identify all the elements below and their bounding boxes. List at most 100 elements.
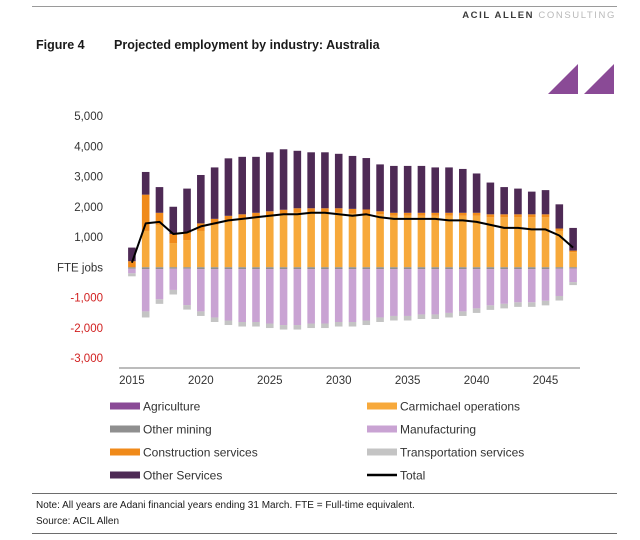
bar-segment-manufacturing [238, 269, 246, 323]
bar-segment-other-mining [307, 267, 315, 270]
header-rule [32, 6, 617, 7]
bar-segment-other-services [417, 165, 426, 213]
figure-caption: Projected employment by industry: Austra… [114, 38, 380, 52]
footer-rule [32, 493, 617, 494]
bar-segment-transportation-services [197, 311, 205, 316]
bar-segment-construction-services [459, 212, 467, 216]
bar-segment-other-services [569, 227, 577, 251]
bar-segment-carmichael-operations [445, 215, 453, 268]
legend-swatch-manufacturing [367, 425, 397, 433]
bar-segment-manufacturing [527, 269, 536, 303]
legend-swatch-transportation-services [367, 448, 397, 456]
y-tick-label: 2,000 [74, 202, 103, 214]
bar-segment-other-mining [279, 267, 288, 270]
bar-segment-carmichael-operations [459, 215, 467, 268]
total-line [130, 211, 574, 264]
bar-segment-other-services [334, 153, 343, 209]
bar-segment-construction-services [265, 211, 274, 216]
bar-segment-other-mining [141, 267, 150, 270]
bar-segment-other-mining [210, 267, 219, 270]
bar-segment-carmichael-operations [417, 215, 426, 268]
bar-segment-carmichael-operations [293, 212, 302, 268]
bar-segment-other-mining [514, 267, 522, 270]
bar-segment-carmichael-operations [390, 215, 398, 268]
bar-segment-transportation-services [527, 302, 536, 307]
bar-segment-manufacturing [569, 268, 577, 283]
bar-segment-manufacturing [541, 269, 550, 301]
bar-segment-manufacturing [514, 269, 522, 303]
bar-segment-construction-services [390, 212, 398, 216]
bar-segment-other-mining [403, 267, 412, 270]
bar-segment-carmichael-operations [155, 224, 164, 268]
bar-segment-other-services [128, 247, 136, 262]
bar-segment-construction-services [527, 214, 536, 218]
bar-segment-manufacturing [210, 269, 219, 318]
bar-segment-other-mining [486, 267, 495, 270]
bar-segment-construction-services [307, 208, 315, 213]
bar-segment-carmichael-operations [210, 224, 219, 268]
bar-segment-transportation-services [293, 325, 302, 330]
x-tick-label: 2025 [257, 375, 283, 387]
bar-segment-other-services [500, 187, 508, 215]
legend-label-carmichael-operations: Carmichael operations [400, 400, 520, 414]
bar-segment-carmichael-operations [472, 215, 481, 268]
bar-segment-manufacturing [403, 269, 412, 316]
bar-segment-transportation-services [500, 303, 508, 309]
bar-segment-other-services [527, 191, 536, 215]
bar-segment-other-mining [362, 267, 371, 270]
bar-segment-other-services [555, 204, 564, 229]
bar-segment-construction-services [141, 194, 150, 231]
bar-segment-transportation-services [265, 323, 274, 329]
bar-segment-transportation-services [541, 300, 550, 306]
bar-segment-other-services [265, 152, 274, 212]
bar-segment-construction-services [500, 214, 508, 218]
legend-label-total: Total [400, 469, 425, 483]
bar-segment-transportation-services [362, 320, 371, 326]
bar-segment-other-services [459, 168, 467, 213]
bar-segment-carmichael-operations [376, 214, 384, 268]
bar-segment-other-mining [265, 267, 274, 270]
bar-segment-construction-services [128, 261, 136, 268]
bar-segment-construction-services [569, 250, 577, 253]
x-tick-label: 2035 [395, 375, 421, 387]
employment-chart: -3,000 -2,000 -1,000 FTE jobs 1,000 2,000 3,00… [57, 111, 580, 483]
bar-segment-manufacturing [169, 268, 178, 290]
bar-segment-carmichael-operations [238, 218, 246, 268]
bar-segment-construction-services [514, 214, 522, 218]
bar-segment-other-services [541, 190, 550, 215]
bar-segment-construction-services [224, 215, 233, 222]
bar-segment-carmichael-operations [197, 230, 205, 268]
legend-label-agriculture: Agriculture [143, 400, 201, 414]
bar-segment-transportation-services [445, 312, 453, 318]
bar-segment-transportation-services [210, 317, 219, 323]
brand-wordmark: ACIL ALLEN CONSULTING [462, 10, 616, 21]
bar-segment-transportation-services [169, 289, 178, 295]
logo-triangle-left [548, 64, 578, 94]
bar-segment-other-services [486, 182, 495, 215]
bar-segment-manufacturing [321, 269, 329, 324]
bar-segment-carmichael-operations [169, 243, 178, 268]
bar-segment-other-mining [252, 267, 260, 270]
bar-segment-construction-services [183, 232, 191, 241]
bar-segment-other-mining [541, 267, 550, 270]
bar-segment-manufacturing [445, 269, 453, 313]
bar-segment-transportation-services [321, 323, 329, 329]
bar-segment-transportation-services [431, 314, 440, 319]
bar-segment-construction-services [293, 208, 302, 213]
bar-segment-transportation-services [307, 323, 315, 329]
figure-number: Figure 4 [36, 38, 85, 52]
bar-segment-other-mining [459, 267, 467, 270]
bar-segment-manufacturing [390, 269, 398, 316]
legend-label-construction-services: Construction services [143, 446, 258, 460]
legend-label-other-services: Other Services [143, 469, 222, 483]
legend-swatch-agriculture [110, 402, 140, 410]
bar-segment-transportation-services [141, 311, 150, 318]
bar-segment-other-services [293, 150, 302, 209]
bar-segment-manufacturing [155, 269, 164, 300]
bar-segment-carmichael-operations [514, 217, 522, 268]
bar-segment-carmichael-operations [500, 217, 508, 268]
bar-segment-carmichael-operations [541, 217, 550, 268]
bar-segment-other-services [238, 156, 246, 215]
footer-rule-bottom [32, 533, 617, 534]
bar-segment-transportation-services [555, 295, 564, 301]
